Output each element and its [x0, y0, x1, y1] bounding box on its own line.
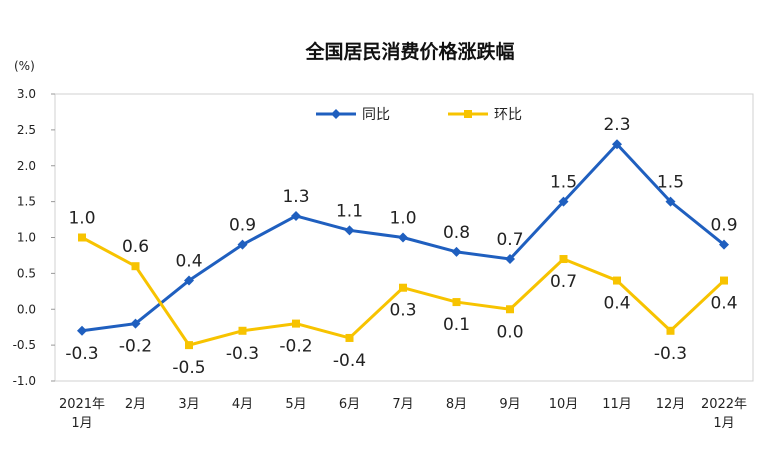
data-label: 0.4	[603, 294, 630, 314]
x-tick-label: 8月	[446, 397, 467, 412]
data-point	[184, 275, 194, 286]
data-label: 1.5	[550, 173, 577, 193]
data-point	[612, 139, 622, 150]
y-tick-label: -1.0	[13, 374, 36, 388]
data-label: -0.3	[226, 344, 259, 364]
data-point	[130, 318, 141, 329]
data-point	[506, 305, 514, 314]
data-label: 1.0	[389, 209, 416, 229]
x-tick-label: 2021年 1月	[59, 397, 105, 431]
data-labels: -0.3 -0.2 0.4 0.9 1.3 1.1 1.0 0.8 0.7 1.5 2.3 1.5 0.…	[65, 115, 737, 378]
x-tick-label: 4月	[232, 397, 253, 412]
data-point	[613, 276, 621, 285]
data-point	[559, 255, 568, 264]
x-tick-label: 11月	[602, 397, 632, 412]
data-label: 2.3	[603, 115, 630, 135]
data-label: 0.9	[710, 216, 737, 236]
y-tick-label: 1.0	[17, 231, 36, 245]
x-tick-label: 2月	[125, 397, 146, 412]
data-label: 1.3	[282, 187, 309, 207]
data-point	[185, 341, 193, 350]
data-point	[665, 196, 676, 207]
legend-label: 同比	[362, 107, 390, 123]
x-tick-label: 5月	[285, 397, 306, 412]
data-label: 1.5	[657, 173, 684, 193]
data-label: -0.2	[279, 337, 312, 357]
y-tick-label: -0.5	[13, 338, 36, 352]
data-label: 1.1	[336, 201, 363, 221]
x-tick-label: 12月	[656, 397, 686, 412]
data-label: -0.4	[333, 351, 366, 371]
y-tick-label: 2.5	[17, 123, 36, 137]
y-tick-label: 0.0	[17, 302, 36, 316]
data-label: 0.4	[175, 252, 202, 272]
data-label: 0.0	[496, 322, 523, 342]
x-tick-label: 2022年 1月	[701, 397, 747, 431]
data-point	[237, 239, 248, 250]
y-axis-ticks: 3.0 2.5 2.0 1.5 1.0 0.5 0.0 -0.5 -1.0	[13, 87, 55, 388]
data-point	[452, 298, 461, 307]
data-point	[666, 326, 675, 335]
data-point	[77, 325, 87, 336]
data-point	[238, 326, 247, 335]
x-tick-label: 9月	[499, 397, 520, 412]
data-label: 0.6	[122, 237, 149, 257]
data-point	[451, 246, 462, 257]
y-tick-label: 1.5	[17, 195, 36, 209]
data-point	[398, 232, 408, 243]
data-point	[345, 333, 354, 342]
data-point	[719, 239, 729, 250]
data-point	[78, 233, 86, 242]
x-tick-label: 3月	[178, 397, 199, 412]
y-tick-label: 3.0	[17, 87, 36, 101]
data-label: 0.1	[443, 315, 470, 335]
data-label: 1.0	[68, 209, 95, 229]
y-tick-label: 0.5	[17, 266, 36, 280]
x-tick-label: 7月	[392, 397, 413, 412]
data-point	[131, 262, 140, 271]
legend-marker	[331, 109, 341, 119]
data-label: -0.5	[172, 358, 205, 378]
data-label: -0.2	[119, 337, 152, 357]
y-tick-label: 2.0	[17, 159, 36, 173]
y-axis-unit: (%)	[14, 59, 35, 73]
data-point	[720, 276, 728, 285]
data-point	[558, 196, 569, 207]
legend-marker	[464, 110, 472, 118]
data-label: 0.7	[550, 272, 577, 292]
data-point	[399, 283, 407, 292]
chart-title: 全国居民消费价格涨跌幅	[304, 40, 514, 63]
x-axis-ticks: 2021年 1月 2月 3月 4月 5月 6月 7月 8月 9月 10月 11月 12月 2022年 1月	[59, 397, 747, 431]
legend: 同比 环比	[316, 107, 522, 123]
data-label: 0.4	[710, 294, 737, 314]
data-label: -0.3	[654, 344, 687, 364]
data-label: 0.7	[496, 230, 523, 250]
data-point	[292, 319, 300, 328]
data-point	[291, 210, 301, 221]
data-label: 0.8	[443, 223, 470, 243]
x-tick-label: 6月	[339, 397, 360, 412]
data-label: -0.3	[65, 344, 98, 364]
data-point	[505, 254, 515, 265]
legend-label: 环比	[494, 107, 522, 123]
data-label: 0.3	[389, 301, 416, 321]
series-layer	[77, 139, 729, 350]
data-label: 0.9	[229, 216, 256, 236]
x-tick-label: 10月	[549, 397, 579, 412]
data-point	[344, 225, 355, 236]
